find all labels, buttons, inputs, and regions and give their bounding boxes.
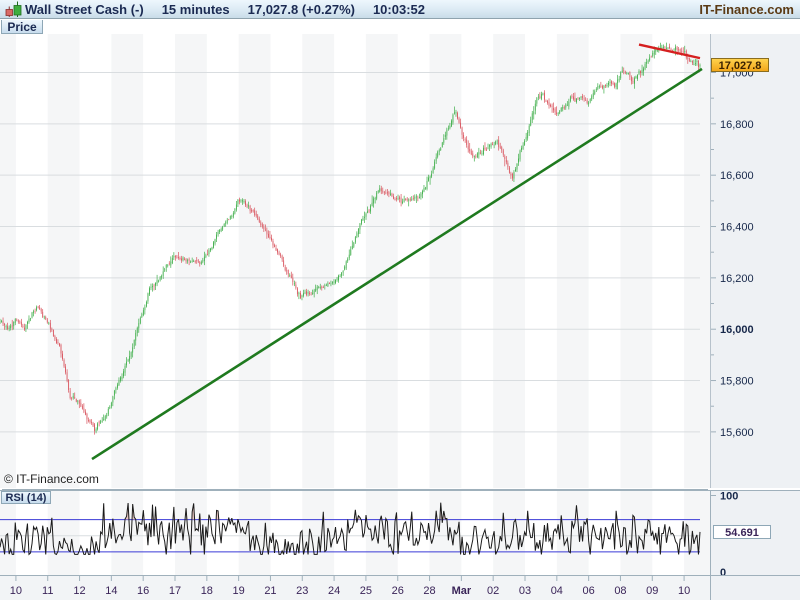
svg-text:23: 23 bbox=[296, 585, 308, 597]
svg-text:04: 04 bbox=[551, 585, 563, 597]
svg-text:09: 09 bbox=[646, 585, 658, 597]
svg-text:16,000: 16,000 bbox=[720, 324, 754, 336]
svg-text:28: 28 bbox=[423, 585, 435, 597]
svg-text:16: 16 bbox=[137, 585, 149, 597]
svg-text:17: 17 bbox=[169, 585, 181, 597]
svg-text:16,200: 16,200 bbox=[720, 273, 754, 285]
svg-text:02: 02 bbox=[487, 585, 499, 597]
svg-text:18: 18 bbox=[201, 585, 213, 597]
svg-text:19: 19 bbox=[233, 585, 245, 597]
svg-text:06: 06 bbox=[583, 585, 595, 597]
svg-text:16,600: 16,600 bbox=[720, 170, 754, 182]
svg-text:15,600: 15,600 bbox=[720, 427, 754, 439]
svg-text:16,800: 16,800 bbox=[720, 119, 754, 131]
svg-text:11: 11 bbox=[42, 585, 53, 597]
svg-text:25: 25 bbox=[360, 585, 372, 597]
svg-text:100: 100 bbox=[720, 491, 738, 503]
svg-text:10: 10 bbox=[10, 585, 22, 597]
svg-text:Mar: Mar bbox=[452, 585, 472, 597]
svg-text:21: 21 bbox=[264, 585, 276, 597]
svg-text:15,800: 15,800 bbox=[720, 376, 754, 388]
svg-text:03: 03 bbox=[519, 585, 531, 597]
svg-text:16,400: 16,400 bbox=[720, 222, 754, 234]
svg-text:10: 10 bbox=[678, 585, 690, 597]
svg-text:26: 26 bbox=[392, 585, 404, 597]
svg-text:08: 08 bbox=[614, 585, 626, 597]
svg-text:14: 14 bbox=[105, 585, 117, 597]
svg-text:12: 12 bbox=[73, 585, 85, 597]
svg-text:24: 24 bbox=[328, 585, 340, 597]
